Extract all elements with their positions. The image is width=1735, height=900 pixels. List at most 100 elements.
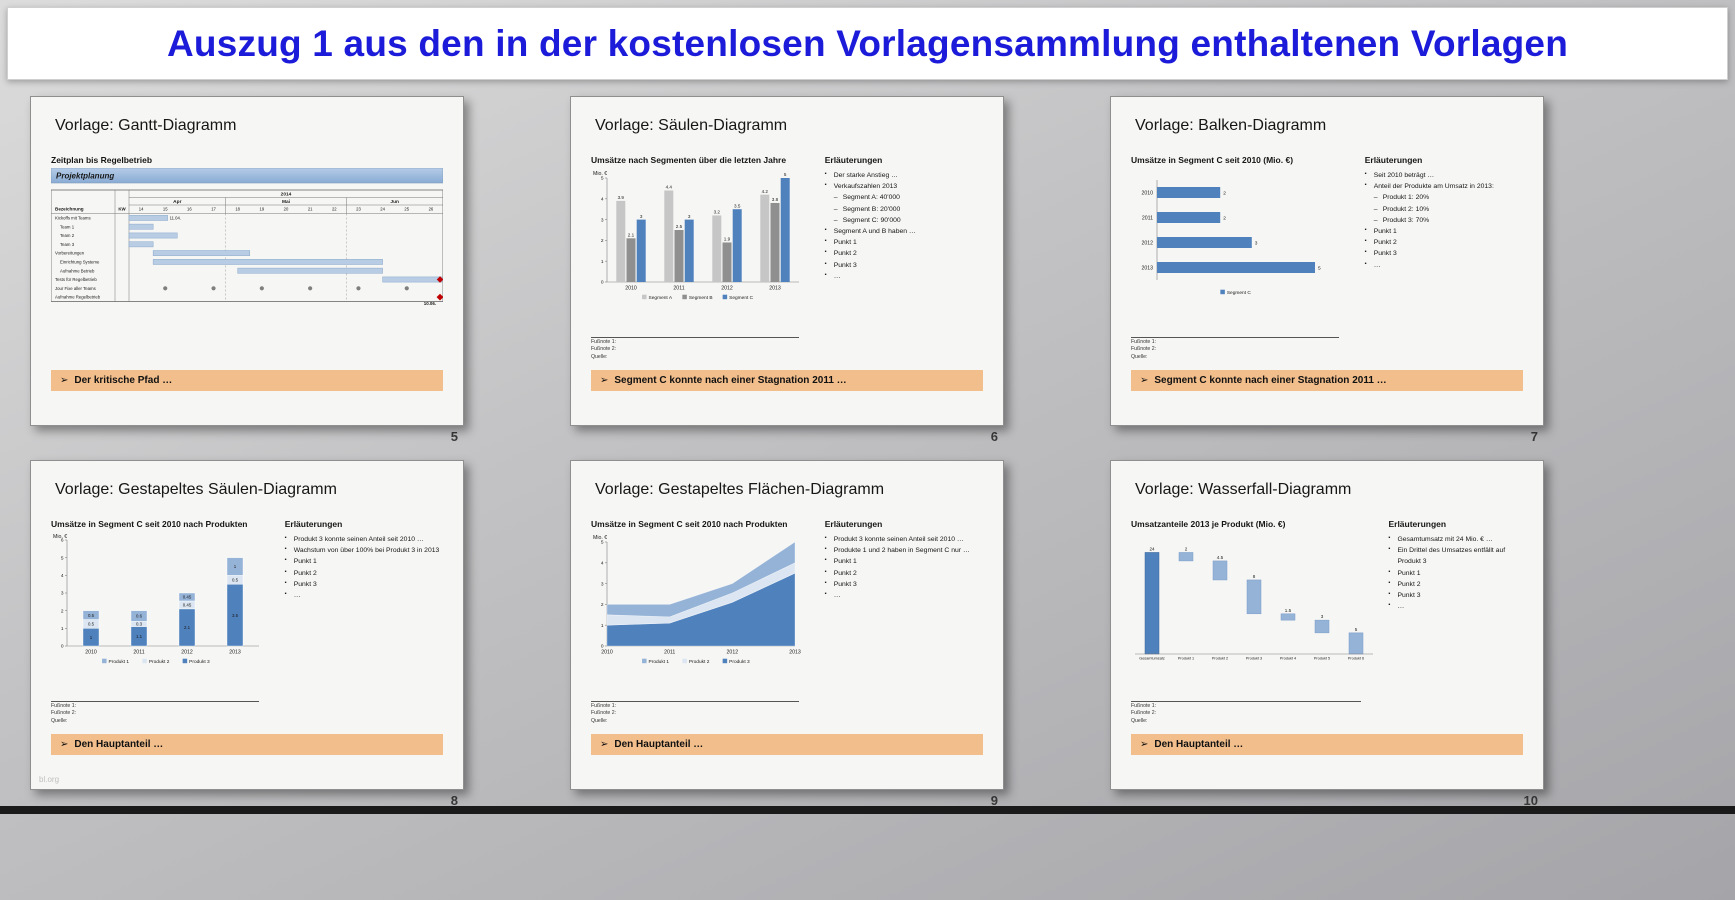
legend-swatch <box>722 294 728 300</box>
svg-text:3: 3 <box>601 581 604 587</box>
notes-title: Erläuterungen <box>824 519 883 529</box>
key-message-banner: ➢ Der kritische Pfad … <box>51 370 443 391</box>
svg-text:2012: 2012 <box>727 650 739 656</box>
note-item: Seit 2010 beträgt … <box>1365 170 1527 181</box>
svg-text:2: 2 <box>1223 215 1226 221</box>
chart-zone: Umsätze in Segment C seit 2010 (Mio. €) … <box>1131 155 1357 360</box>
gantt-bar <box>128 223 154 230</box>
banner-text: Segment C konnte nach einer Stagnation 2… <box>1154 375 1387 386</box>
bar <box>1157 237 1252 248</box>
svg-text:24: 24 <box>380 207 385 212</box>
svg-text:1.1: 1.1 <box>136 634 143 639</box>
slide-title: Vorlage: Balken-Diagramm <box>1135 117 1327 134</box>
bar <box>1157 262 1315 273</box>
slide-card-wasserfall[interactable]: Vorlage: Wasserfall-Diagramm Umsatzantei… <box>1110 460 1544 790</box>
milestone-diamond <box>436 276 443 283</box>
stacked-bar-segment <box>130 610 148 622</box>
slide-body: Umsätze nach Segmenten über die letzten … <box>591 155 987 360</box>
footnote-line: Fußnote 2: <box>591 346 617 353</box>
svg-text:Produkt 1: Produkt 1 <box>1178 657 1194 661</box>
bar <box>616 200 626 282</box>
slide-card-balken[interactable]: Vorlage: Balken-Diagramm Umsätze in Segm… <box>1110 96 1544 426</box>
svg-text:3: 3 <box>1255 240 1258 246</box>
bar <box>664 190 674 282</box>
legend-label: Produkt 2 <box>149 659 170 665</box>
slide-cell: Vorlage: Gantt-Diagramm Zeitplan bis Reg… <box>30 96 464 447</box>
svg-text:2012: 2012 <box>1141 240 1153 246</box>
slide-cell: Vorlage: Gestapeltes Flächen-Diagramm Um… <box>570 460 1004 811</box>
waterfall-chart-svg: 24 Gesamtumsatz 2 Produkt 1 4.5 Produkt 2 8 Pro… <box>1135 546 1373 661</box>
note-item: Produkt 2: 10% <box>1365 204 1527 215</box>
slide-cell: Vorlage: Balken-Diagramm Umsätze in Segm… <box>1110 96 1544 447</box>
notes-list: Produkt 3 konnte seinen Anteil seit 2010… <box>825 534 987 601</box>
notes-list: Seit 2010 beträgt …Anteil der Produkte a… <box>1365 170 1527 271</box>
slide-card-gestapelte-flaechen[interactable]: Vorlage: Gestapeltes Flächen-Diagramm Um… <box>570 460 1004 790</box>
banner-text: Segment C konnte nach einer Stagnation 2… <box>614 375 847 386</box>
svg-text:2: 2 <box>601 238 604 244</box>
chart-title: Umsätze in Segment C seit 2010 (Mio. €) <box>1131 155 1294 165</box>
slide-card-gestapelte-saeulen[interactable]: Vorlage: Gestapeltes Säulen-Diagramm Ums… <box>30 460 464 790</box>
footnote-line: Fußnote 2: <box>1131 346 1157 353</box>
svg-text:2012: 2012 <box>181 650 193 656</box>
stacked-bar-segment <box>226 557 244 576</box>
svg-text:5: 5 <box>1355 627 1358 632</box>
slide-body: Umsätze in Segment C seit 2010 (Mio. €) … <box>1131 155 1527 360</box>
chart-canvas: Mio. € 0 1 2 3 4 5 3.9 2.1 3 2010 4.4 2.5 3 2011 3.2 1.9… <box>591 168 817 320</box>
svg-text:25: 25 <box>404 207 409 212</box>
svg-text:5: 5 <box>601 540 604 546</box>
note-item: … <box>1365 260 1527 271</box>
gantt-bar <box>152 250 251 256</box>
note-item: Wachstum von über 100% bei Produkt 3 in … <box>285 545 447 556</box>
note-item: Punkt 2 <box>1388 579 1527 590</box>
slide-page-number: 9 <box>990 793 998 808</box>
gantt-bar <box>382 276 443 283</box>
gantt-dot <box>404 286 409 291</box>
chart-zone: Umsätze in Segment C seit 2010 nach Prod… <box>591 519 817 724</box>
legend-swatch <box>682 658 687 664</box>
notes-zone: Erläuterungen Gesamtumsatz mit 24 Mio. €… <box>1380 519 1527 723</box>
bar <box>780 178 790 282</box>
notes-title: Erläuterungen <box>284 519 343 529</box>
footnote-line: Fußnote 1: <box>1131 703 1157 710</box>
svg-text:4: 4 <box>601 197 604 203</box>
slide-card-gantt[interactable]: Vorlage: Gantt-Diagramm Zeitplan bis Reg… <box>30 96 464 426</box>
note-item: Produkt 3: 70% <box>1365 215 1527 226</box>
legend-swatch <box>102 658 107 664</box>
banner-text: Den Hauptanteil … <box>1154 739 1244 750</box>
waterfall-bar <box>1178 552 1194 562</box>
svg-text:3.9: 3.9 <box>618 195 625 200</box>
svg-text:Tests für Regelbetrieb: Tests für Regelbetrieb <box>55 277 97 282</box>
chart-title: Umsätze in Segment C seit 2010 nach Prod… <box>51 519 248 529</box>
waterfall-bar <box>1348 632 1364 655</box>
bar <box>770 202 780 282</box>
legend-label: Segment B <box>689 295 713 301</box>
bar <box>722 242 732 282</box>
note-item: Produkt 3 konnte seinen Anteil seit 2010… <box>825 534 987 545</box>
svg-text:5: 5 <box>1318 265 1321 271</box>
svg-text:16: 16 <box>187 207 192 212</box>
gantt-bar <box>128 241 154 248</box>
footnote-line: Fußnote 2: <box>591 710 617 717</box>
svg-text:19: 19 <box>260 207 265 212</box>
svg-text:Produkt 3: Produkt 3 <box>1246 657 1262 661</box>
chart-title: Zeitplan bis Regelbetrieb <box>51 155 153 165</box>
slide-page-number: 5 <box>450 429 458 444</box>
slide-card-saeulen[interactable]: Vorlage: Säulen-Diagramm Umsätze nach Se… <box>570 96 1004 426</box>
banner-text: Den Hauptanteil … <box>74 739 164 750</box>
svg-text:2012: 2012 <box>721 286 733 292</box>
gantt-dot <box>163 286 168 291</box>
svg-text:0: 0 <box>61 644 64 650</box>
note-item: Der starke Anstieg … <box>825 170 987 181</box>
svg-text:2.1: 2.1 <box>184 625 191 630</box>
gantt-dot <box>356 286 361 291</box>
svg-text:3: 3 <box>61 591 64 597</box>
chart-zone: Umsatzanteile 2013 je Produkt (Mio. €) 2… <box>1131 519 1380 724</box>
svg-text:1: 1 <box>601 623 604 629</box>
note-item: Punkt 1 <box>825 556 987 567</box>
svg-text:Vorbereitungen: Vorbereitungen <box>55 251 85 256</box>
svg-text:Kickoffs mit Teams: Kickoffs mit Teams <box>55 216 91 221</box>
note-item: Segment B: 20'000 <box>825 204 987 215</box>
stacked-column-chart-svg: Mio. € 0 1 2 3 4 5 6 1 0.5 0.5 2010 1.1 0.3 0.6 2011 2.1… <box>53 534 259 665</box>
svg-text:Team 3: Team 3 <box>60 242 75 247</box>
gantt-dot <box>308 286 313 291</box>
